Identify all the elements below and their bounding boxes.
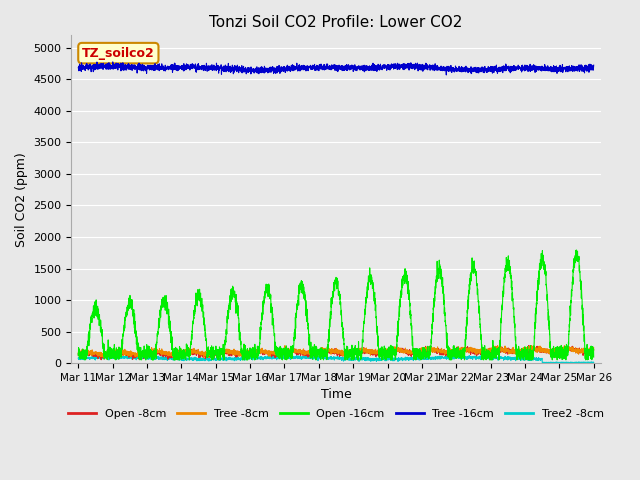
- Text: TZ_soilco2: TZ_soilco2: [82, 47, 155, 60]
- Legend: Open -8cm, Tree -8cm, Open -16cm, Tree -16cm, Tree2 -8cm: Open -8cm, Tree -8cm, Open -16cm, Tree -…: [63, 404, 609, 423]
- X-axis label: Time: Time: [321, 388, 351, 401]
- Title: Tonzi Soil CO2 Profile: Lower CO2: Tonzi Soil CO2 Profile: Lower CO2: [209, 15, 463, 30]
- Y-axis label: Soil CO2 (ppm): Soil CO2 (ppm): [15, 152, 28, 247]
